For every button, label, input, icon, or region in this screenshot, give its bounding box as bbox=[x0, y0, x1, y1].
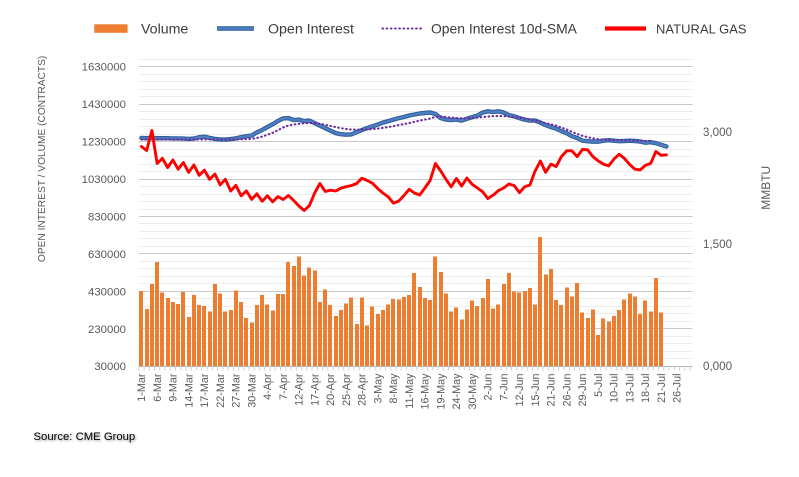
svg-text:5-Jul: 5-Jul bbox=[593, 374, 605, 397]
svg-text:Volume: Volume bbox=[141, 22, 188, 38]
svg-text:4-Apr: 4-Apr bbox=[262, 373, 274, 400]
svg-text:9-Mar: 9-Mar bbox=[168, 373, 180, 402]
svg-text:1230000: 1230000 bbox=[82, 137, 126, 149]
svg-text:830000: 830000 bbox=[88, 211, 126, 223]
svg-text:3-May: 3-May bbox=[372, 373, 384, 404]
svg-text:0,000: 0,000 bbox=[703, 360, 732, 373]
svg-text:15-Jun: 15-Jun bbox=[530, 374, 542, 407]
svg-text:18-Jul: 18-Jul bbox=[640, 374, 652, 403]
svg-text:7-Apr: 7-Apr bbox=[278, 373, 290, 400]
svg-text:16-May: 16-May bbox=[420, 373, 432, 410]
svg-text:3,000: 3,000 bbox=[703, 126, 732, 139]
svg-text:12-Jun: 12-Jun bbox=[514, 374, 526, 407]
svg-text:11-May: 11-May bbox=[404, 373, 416, 409]
svg-text:14-Mar: 14-Mar bbox=[183, 373, 195, 408]
svg-text:6-Mar: 6-Mar bbox=[152, 373, 164, 402]
svg-text:21-Jun: 21-Jun bbox=[546, 374, 558, 407]
svg-text:7-Jun: 7-Jun bbox=[498, 374, 510, 401]
svg-text:MMBTU: MMBTU bbox=[759, 166, 773, 210]
svg-text:NATURAL GAS: NATURAL GAS bbox=[656, 22, 747, 37]
svg-text:30000: 30000 bbox=[94, 361, 126, 373]
svg-text:26-Jun: 26-Jun bbox=[561, 374, 573, 407]
svg-text:24-May: 24-May bbox=[451, 373, 463, 410]
svg-text:25-Apr: 25-Apr bbox=[341, 373, 353, 406]
svg-text:12-Apr: 12-Apr bbox=[294, 373, 306, 406]
svg-text:30-May: 30-May bbox=[467, 373, 479, 410]
svg-text:2-Jun: 2-Jun bbox=[483, 374, 495, 401]
svg-text:630000: 630000 bbox=[88, 249, 126, 261]
svg-text:Open Interest 10d-SMA: Open Interest 10d-SMA bbox=[431, 21, 578, 37]
svg-text:1630000: 1630000 bbox=[82, 62, 126, 74]
svg-text:1-Mar: 1-Mar bbox=[136, 373, 148, 402]
svg-text:230000: 230000 bbox=[88, 324, 126, 336]
svg-text:Open Interest: Open Interest bbox=[268, 22, 354, 38]
svg-text:21-Jul: 21-Jul bbox=[656, 374, 668, 403]
svg-text:1430000: 1430000 bbox=[82, 99, 126, 111]
svg-text:22-Mar: 22-Mar bbox=[215, 373, 227, 408]
svg-text:OPEN INTEREST / VOLUME (CONTRA: OPEN INTEREST / VOLUME (CONTRACTS) bbox=[37, 56, 48, 262]
svg-text:26-Jul: 26-Jul bbox=[672, 374, 684, 403]
svg-text:27-Mar: 27-Mar bbox=[231, 373, 243, 408]
svg-text:430000: 430000 bbox=[88, 286, 126, 298]
svg-text:29-Jun: 29-Jun bbox=[577, 374, 589, 407]
svg-text:30-Mar: 30-Mar bbox=[246, 373, 258, 408]
svg-text:1030000: 1030000 bbox=[82, 174, 126, 186]
svg-text:13-Jul: 13-Jul bbox=[624, 374, 636, 403]
svg-text:19-May: 19-May bbox=[435, 373, 447, 410]
svg-text:1,500: 1,500 bbox=[703, 238, 732, 251]
svg-text:17-Apr: 17-Apr bbox=[309, 373, 321, 406]
svg-text:20-Apr: 20-Apr bbox=[325, 373, 337, 406]
svg-text:17-Mar: 17-Mar bbox=[199, 373, 211, 408]
svg-text:8-May: 8-May bbox=[388, 373, 400, 404]
svg-text:28-Apr: 28-Apr bbox=[357, 373, 369, 406]
svg-text:10-Jul: 10-Jul bbox=[609, 374, 621, 403]
